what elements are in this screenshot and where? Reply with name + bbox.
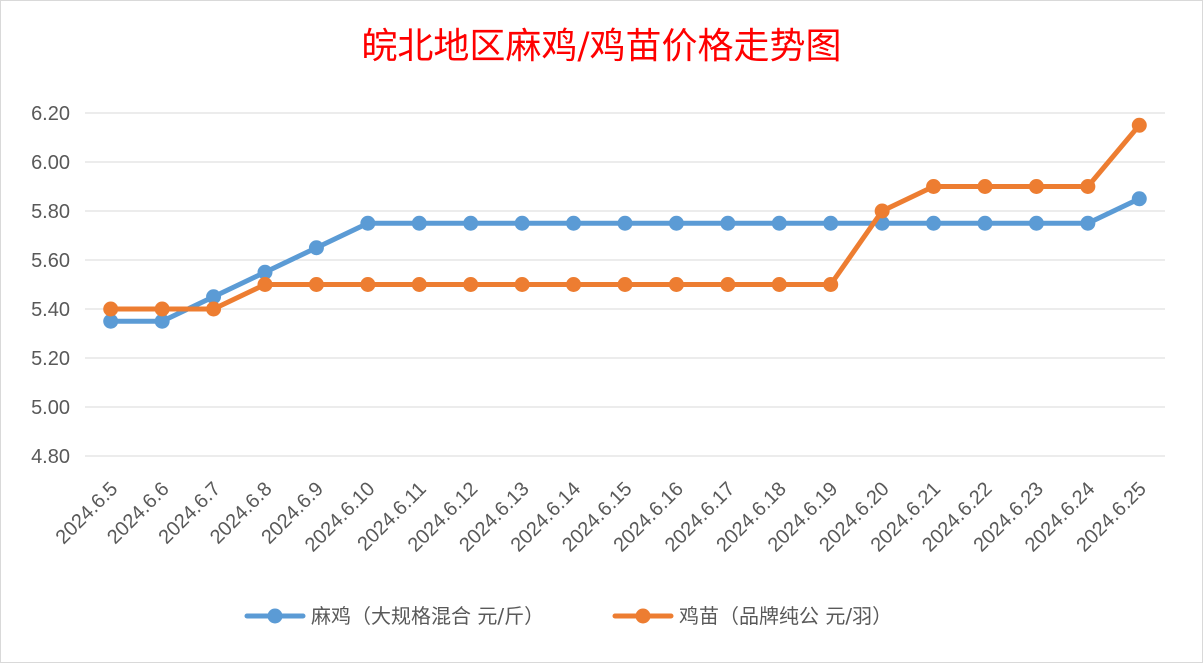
data-point bbox=[411, 215, 427, 231]
data-point bbox=[257, 264, 273, 280]
data-point bbox=[771, 277, 787, 292]
legend: 麻鸡（大规格混合 元/斤） 鸡苗（品牌纯公 元/羽） bbox=[244, 604, 892, 628]
data-point bbox=[514, 215, 530, 231]
data-point bbox=[720, 215, 736, 231]
data-point bbox=[977, 179, 993, 194]
legend-marker bbox=[635, 608, 651, 624]
data-point bbox=[463, 277, 479, 292]
data-point bbox=[411, 277, 427, 292]
data-point bbox=[823, 277, 839, 292]
data-point bbox=[360, 215, 376, 231]
data-point bbox=[206, 301, 222, 317]
data-point bbox=[668, 277, 684, 292]
y-tick-label: 5.00 bbox=[31, 397, 70, 419]
y-tick-label: 6.00 bbox=[31, 152, 70, 174]
data-point bbox=[206, 289, 222, 305]
legend-label: 麻鸡（大规格混合 元/斤） bbox=[311, 604, 544, 628]
data-point bbox=[1028, 179, 1044, 194]
data-point bbox=[926, 179, 942, 194]
y-tick-label: 5.80 bbox=[31, 201, 70, 223]
y-tick-label: 5.60 bbox=[31, 250, 70, 272]
series-1 bbox=[103, 191, 1147, 329]
data-point bbox=[257, 277, 273, 292]
x-axis-ticks: 2024.6.52024.6.62024.6.72024.6.82024.6.9… bbox=[52, 478, 1151, 556]
gridlines bbox=[85, 112, 1165, 457]
data-point bbox=[154, 313, 170, 329]
data-point bbox=[514, 277, 530, 292]
data-point bbox=[308, 240, 324, 256]
series-2 bbox=[103, 117, 1147, 317]
data-point bbox=[103, 301, 119, 317]
data-point bbox=[926, 215, 942, 231]
data-point bbox=[566, 277, 582, 292]
legend-item: 麻鸡（大规格混合 元/斤） bbox=[244, 604, 544, 628]
data-point bbox=[308, 277, 324, 292]
data-point bbox=[154, 301, 170, 317]
y-tick-label: 5.40 bbox=[31, 299, 70, 321]
data-point bbox=[1028, 215, 1044, 231]
data-point bbox=[617, 277, 633, 292]
data-point bbox=[1131, 117, 1147, 133]
data-point bbox=[668, 215, 684, 231]
data-point bbox=[1080, 179, 1096, 194]
data-point bbox=[874, 203, 890, 219]
legend-marker bbox=[267, 608, 283, 624]
data-point bbox=[771, 215, 787, 231]
legend-item: 鸡苗（品牌纯公 元/羽） bbox=[612, 604, 892, 628]
data-point bbox=[1131, 191, 1147, 207]
y-tick-label: 5.20 bbox=[31, 348, 70, 370]
data-point bbox=[720, 277, 736, 292]
data-point bbox=[617, 215, 633, 231]
legend-label: 鸡苗（品牌纯公 元/羽） bbox=[679, 604, 892, 628]
data-point bbox=[566, 215, 582, 231]
data-point bbox=[977, 215, 993, 231]
data-point bbox=[1080, 215, 1096, 231]
y-tick-label: 6.20 bbox=[31, 103, 70, 125]
data-point bbox=[103, 313, 119, 329]
data-point bbox=[360, 277, 376, 292]
chart-title: 皖北地区麻鸡/鸡苗价格走势图 bbox=[361, 26, 842, 67]
series-layer bbox=[103, 117, 1147, 329]
y-axis-ticks: 4.80 5.00 5.20 5.40 5.60 5.80 6.00 6.20 bbox=[31, 103, 70, 468]
data-point bbox=[823, 215, 839, 231]
y-tick-label: 4.80 bbox=[31, 446, 70, 468]
data-point bbox=[463, 215, 479, 231]
